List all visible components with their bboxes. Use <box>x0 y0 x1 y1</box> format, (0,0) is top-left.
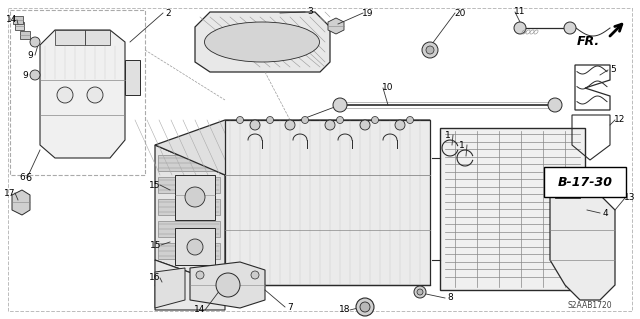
Text: 17: 17 <box>4 189 16 197</box>
Circle shape <box>301 116 308 123</box>
Text: 10: 10 <box>382 84 394 93</box>
Polygon shape <box>158 155 220 171</box>
Text: 2: 2 <box>165 9 171 18</box>
Text: FR.: FR. <box>577 35 600 48</box>
Polygon shape <box>175 175 215 220</box>
FancyBboxPatch shape <box>544 167 626 197</box>
Circle shape <box>371 116 378 123</box>
Text: 15: 15 <box>149 181 161 189</box>
Polygon shape <box>158 221 220 237</box>
Polygon shape <box>550 195 615 300</box>
Polygon shape <box>85 30 110 45</box>
Circle shape <box>356 298 374 316</box>
Circle shape <box>333 98 347 112</box>
Text: 19: 19 <box>362 9 374 18</box>
Ellipse shape <box>205 22 319 62</box>
Circle shape <box>360 120 370 130</box>
Text: 9: 9 <box>27 50 33 60</box>
Polygon shape <box>555 188 580 198</box>
Circle shape <box>422 42 438 58</box>
Polygon shape <box>12 190 30 215</box>
Polygon shape <box>195 12 330 72</box>
Circle shape <box>360 302 370 312</box>
Text: 18: 18 <box>339 306 351 315</box>
Circle shape <box>514 22 526 34</box>
Polygon shape <box>190 262 265 308</box>
Polygon shape <box>15 22 24 30</box>
Circle shape <box>564 22 576 34</box>
Text: 14: 14 <box>6 16 18 25</box>
Text: 12: 12 <box>614 115 626 124</box>
Polygon shape <box>155 120 430 175</box>
Polygon shape <box>158 177 220 193</box>
Circle shape <box>406 116 413 123</box>
Polygon shape <box>225 120 430 285</box>
Text: 3: 3 <box>307 8 313 17</box>
Circle shape <box>325 120 335 130</box>
Circle shape <box>237 116 243 123</box>
Polygon shape <box>158 199 220 215</box>
Polygon shape <box>55 30 85 45</box>
Circle shape <box>548 98 562 112</box>
Circle shape <box>87 87 103 103</box>
Text: 4: 4 <box>602 209 608 218</box>
Circle shape <box>414 286 426 298</box>
Polygon shape <box>40 30 125 158</box>
Text: 14: 14 <box>195 306 205 315</box>
Polygon shape <box>155 145 225 285</box>
Circle shape <box>185 187 205 207</box>
Polygon shape <box>158 243 220 259</box>
Circle shape <box>337 116 344 123</box>
Circle shape <box>251 271 259 279</box>
Text: 6: 6 <box>25 173 31 183</box>
Circle shape <box>187 239 203 255</box>
Text: 1: 1 <box>459 140 465 150</box>
Circle shape <box>417 289 423 295</box>
Circle shape <box>266 116 273 123</box>
Circle shape <box>216 273 240 297</box>
Text: 7: 7 <box>287 302 293 311</box>
Circle shape <box>426 46 434 54</box>
Text: 1: 1 <box>445 130 451 139</box>
Polygon shape <box>20 31 30 39</box>
Polygon shape <box>13 16 23 24</box>
Circle shape <box>57 87 73 103</box>
Circle shape <box>250 120 260 130</box>
Text: 5: 5 <box>610 65 616 75</box>
Text: S2AAB1720: S2AAB1720 <box>568 301 612 310</box>
Circle shape <box>30 70 40 80</box>
Polygon shape <box>440 128 585 290</box>
Text: 6: 6 <box>19 174 25 182</box>
Text: B-17-30: B-17-30 <box>557 176 612 189</box>
Circle shape <box>395 120 405 130</box>
Circle shape <box>196 271 204 279</box>
Text: 20: 20 <box>454 9 466 18</box>
Text: 8: 8 <box>447 293 453 302</box>
Text: 9: 9 <box>22 70 28 79</box>
Polygon shape <box>155 260 225 310</box>
Circle shape <box>285 120 295 130</box>
Polygon shape <box>125 60 140 95</box>
Text: 15: 15 <box>150 241 162 249</box>
Text: 11: 11 <box>515 8 525 17</box>
Polygon shape <box>155 268 185 308</box>
Circle shape <box>30 37 40 47</box>
Text: 13: 13 <box>624 194 636 203</box>
Polygon shape <box>175 228 215 265</box>
Text: 16: 16 <box>149 273 161 283</box>
Polygon shape <box>328 18 344 34</box>
